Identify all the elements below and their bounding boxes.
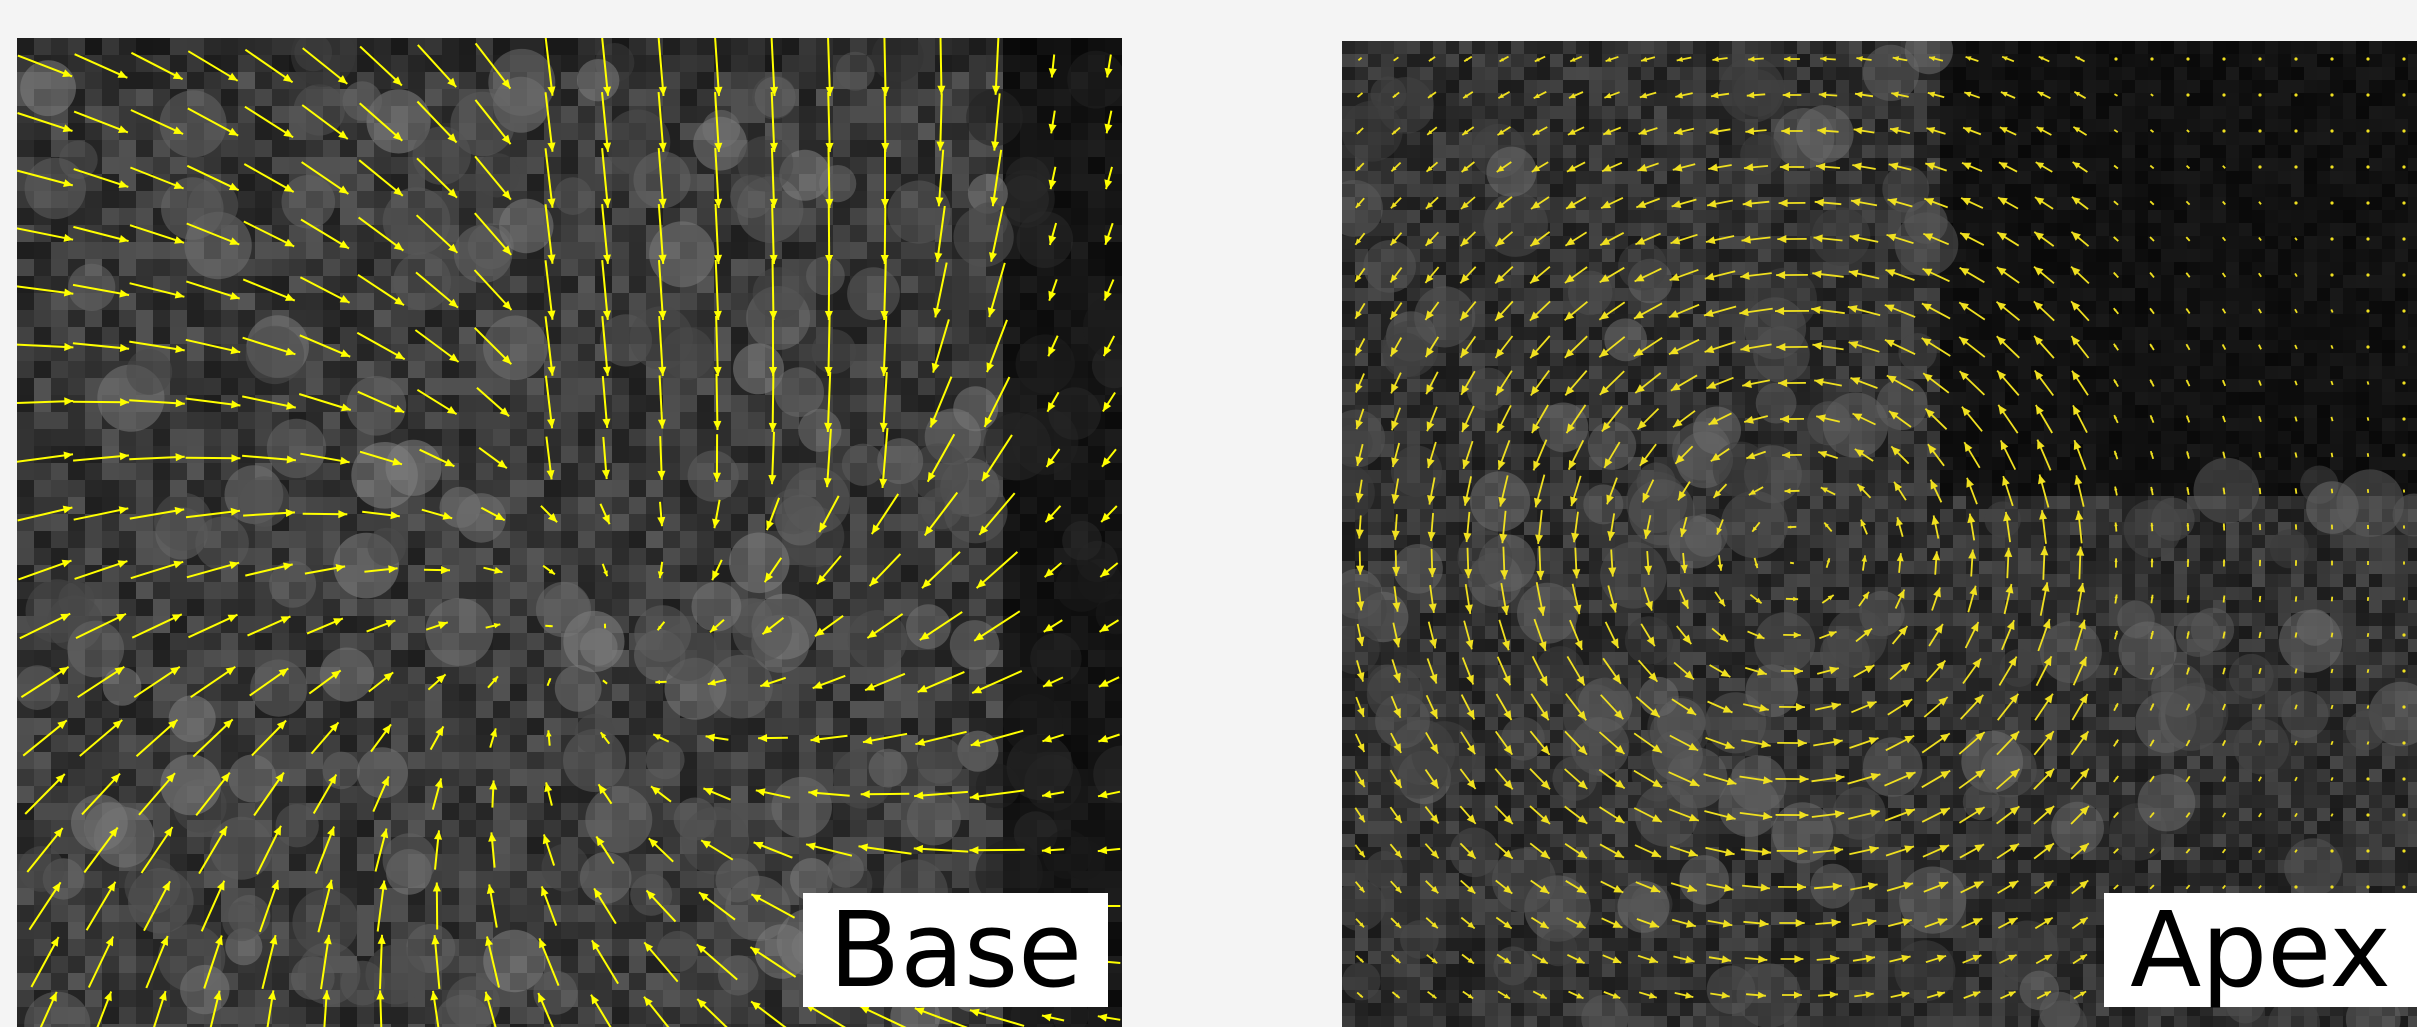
apex-panel: Apex <box>1342 41 2417 1027</box>
apex-flow-field <box>1342 41 2417 1027</box>
base-panel: Base <box>17 38 1122 1027</box>
base-flow-field <box>17 38 1122 1027</box>
apex-cell-texture <box>1342 41 2417 1027</box>
base-label: Base <box>803 893 1108 1007</box>
base-velocity-arrows <box>17 38 1121 1027</box>
base-cell-texture <box>17 38 1122 1027</box>
apex-label: Apex <box>2104 893 2417 1007</box>
apex-velocity-arrows <box>1354 55 2406 1000</box>
